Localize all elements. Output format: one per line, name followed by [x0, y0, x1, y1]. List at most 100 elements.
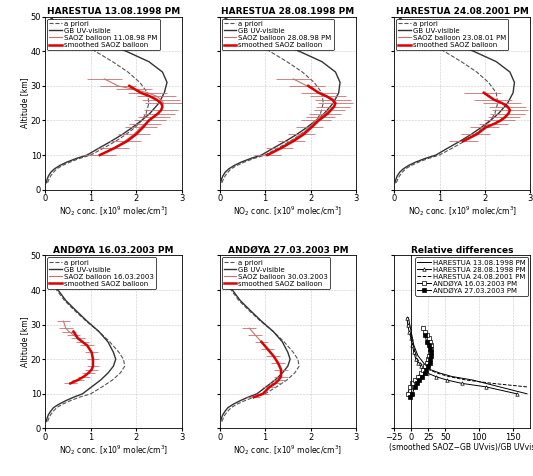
HARESTUA 13.08.1998 PM	[427, 367, 433, 372]
X-axis label: NO$_2$ conc. [x10$^9$ molec/cm$^3$]: NO$_2$ conc. [x10$^9$ molec/cm$^3$]	[408, 204, 517, 218]
HARESTUA 28.08.1998 PM	[409, 343, 416, 348]
ANDØYA 16.03.2003 PM	[424, 360, 430, 366]
ANDØYA 16.03.2003 PM	[427, 346, 434, 352]
Title: HARESTUA 28.08.1998 PM: HARESTUA 28.08.1998 PM	[221, 7, 354, 16]
ANDØYA 27.03.2003 PM	[416, 377, 423, 383]
ANDØYA 27.03.2003 PM	[414, 381, 420, 387]
X-axis label: NO$_2$ conc. [x10$^9$ molec/cm$^3$]: NO$_2$ conc. [x10$^9$ molec/cm$^3$]	[233, 443, 343, 457]
ANDØYA 16.03.2003 PM	[427, 339, 433, 345]
HARESTUA 13.08.1998 PM	[408, 328, 414, 334]
ANDØYA 16.03.2003 PM	[426, 353, 432, 358]
ANDØYA 16.03.2003 PM	[407, 384, 413, 390]
ANDØYA 16.03.2003 PM	[409, 381, 416, 387]
HARESTUA 24.08.2001 PM	[446, 374, 452, 379]
ANDØYA 27.03.2003 PM	[419, 374, 425, 379]
ANDØYA 27.03.2003 PM	[424, 339, 430, 345]
Legend: a priori, GB UV-visible, SAOZ balloon 11.08.98 PM, smoothed SAOZ balloon: a priori, GB UV-visible, SAOZ balloon 11…	[47, 19, 159, 50]
Title: ANDØYA 16.03.2003 PM: ANDØYA 16.03.2003 PM	[53, 246, 174, 255]
HARESTUA 24.08.2001 PM	[410, 343, 416, 348]
ANDØYA 27.03.2003 PM	[425, 363, 431, 369]
ANDØYA 16.03.2003 PM	[405, 391, 411, 397]
HARESTUA 24.08.2001 PM	[434, 370, 440, 376]
HARESTUA 13.08.1998 PM	[417, 357, 424, 362]
Line: ANDØYA 16.03.2003 PM: ANDØYA 16.03.2003 PM	[406, 327, 433, 396]
HARESTUA 13.08.1998 PM	[449, 374, 455, 379]
HARESTUA 13.08.1998 PM	[496, 384, 503, 390]
HARESTUA 13.08.1998 PM	[415, 353, 421, 358]
HARESTUA 28.08.1998 PM	[408, 336, 414, 341]
HARESTUA 28.08.1998 PM	[415, 360, 421, 366]
ANDØYA 27.03.2003 PM	[427, 353, 434, 358]
HARESTUA 28.08.1998 PM	[413, 357, 419, 362]
ANDØYA 27.03.2003 PM	[427, 349, 434, 355]
Legend: a priori, GB UV-visible, SAOZ balloon 30.03.2003, smoothed SAOZ balloon: a priori, GB UV-visible, SAOZ balloon 30…	[222, 258, 330, 289]
HARESTUA 13.08.1998 PM	[410, 343, 417, 348]
Title: ANDØYA 27.03.2003 PM: ANDØYA 27.03.2003 PM	[228, 246, 348, 255]
ANDØYA 16.03.2003 PM	[427, 343, 434, 348]
ANDØYA 27.03.2003 PM	[407, 395, 413, 400]
HARESTUA 28.08.1998 PM	[410, 349, 417, 355]
ANDØYA 16.03.2003 PM	[420, 367, 426, 372]
HARESTUA 24.08.2001 PM	[407, 328, 413, 334]
HARESTUA 24.08.2001 PM	[490, 381, 496, 387]
ANDØYA 27.03.2003 PM	[422, 370, 428, 376]
HARESTUA 13.08.1998 PM	[405, 315, 411, 320]
Y-axis label: Altitude [km]: Altitude [km]	[20, 317, 29, 367]
X-axis label: NO$_2$ conc. [x10$^9$ molec/cm$^3$]: NO$_2$ conc. [x10$^9$ molec/cm$^3$]	[59, 204, 168, 218]
HARESTUA 28.08.1998 PM	[424, 370, 431, 376]
Legend: HARESTUA 13.08.1998 PM, HARESTUA 28.08.1998 PM, HARESTUA 24.08.2001 PM, ANDØYA 1: HARESTUA 13.08.1998 PM, HARESTUA 28.08.1…	[415, 258, 528, 296]
HARESTUA 28.08.1998 PM	[404, 315, 410, 320]
ANDØYA 27.03.2003 PM	[422, 332, 428, 338]
X-axis label: NO$_2$ conc. [x10$^9$ molec/cm$^3$]: NO$_2$ conc. [x10$^9$ molec/cm$^3$]	[59, 443, 168, 457]
HARESTUA 13.08.1998 PM	[412, 346, 418, 352]
HARESTUA 28.08.1998 PM	[417, 363, 424, 369]
Y-axis label: Altitude [km]: Altitude [km]	[20, 78, 29, 129]
ANDØYA 16.03.2003 PM	[415, 374, 421, 379]
HARESTUA 28.08.1998 PM	[443, 377, 450, 383]
HARESTUA 13.08.1998 PM	[420, 360, 426, 366]
Title: HARESTUA 13.08.1998 PM: HARESTUA 13.08.1998 PM	[47, 7, 180, 16]
ANDØYA 16.03.2003 PM	[417, 370, 424, 376]
Title: HARESTUA 24.08.2001 PM: HARESTUA 24.08.2001 PM	[396, 7, 529, 16]
ANDØYA 27.03.2003 PM	[427, 357, 433, 362]
ANDØYA 27.03.2003 PM	[423, 367, 429, 372]
HARESTUA 13.08.1998 PM	[409, 336, 416, 341]
ANDØYA 16.03.2003 PM	[424, 332, 430, 338]
Line: HARESTUA 13.08.1998 PM: HARESTUA 13.08.1998 PM	[408, 317, 527, 394]
HARESTUA 24.08.2001 PM	[417, 360, 423, 366]
HARESTUA 13.08.1998 PM	[407, 322, 413, 327]
ANDØYA 27.03.2003 PM	[427, 346, 433, 352]
HARESTUA 28.08.1998 PM	[513, 391, 520, 397]
HARESTUA 28.08.1998 PM	[405, 322, 411, 327]
ANDØYA 16.03.2003 PM	[425, 357, 431, 362]
ANDØYA 16.03.2003 PM	[427, 349, 433, 355]
HARESTUA 24.08.2001 PM	[524, 384, 530, 390]
HARESTUA 13.08.1998 PM	[414, 349, 420, 355]
ANDØYA 27.03.2003 PM	[409, 391, 416, 397]
HARESTUA 24.08.2001 PM	[420, 363, 426, 369]
Legend: a priori, GB UV-visible, SAOZ balloon 23.08.01 PM, smoothed SAOZ balloon: a priori, GB UV-visible, SAOZ balloon 23…	[396, 19, 508, 50]
ANDØYA 16.03.2003 PM	[426, 336, 432, 341]
Line: HARESTUA 24.08.2001 PM: HARESTUA 24.08.2001 PM	[410, 331, 527, 387]
ANDØYA 27.03.2003 PM	[411, 384, 418, 390]
HARESTUA 28.08.1998 PM	[420, 367, 426, 372]
ANDØYA 16.03.2003 PM	[422, 328, 428, 334]
HARESTUA 13.08.1998 PM	[524, 391, 530, 397]
Legend: a priori, GB UV-visible, SAOZ balloon 16.03.2003, smoothed SAOZ balloon: a priori, GB UV-visible, SAOZ balloon 16…	[47, 258, 156, 289]
Title: Relative differences: Relative differences	[411, 246, 513, 255]
ANDØYA 16.03.2003 PM	[422, 363, 428, 369]
ANDØYA 27.03.2003 PM	[426, 360, 433, 366]
HARESTUA 28.08.1998 PM	[459, 381, 465, 387]
X-axis label: (smoothed SAOZ−GB UVvis)/GB UVvis: (smoothed SAOZ−GB UVvis)/GB UVvis	[389, 443, 533, 452]
ANDØYA 16.03.2003 PM	[420, 325, 426, 331]
HARESTUA 24.08.2001 PM	[426, 367, 432, 372]
Line: HARESTUA 28.08.1998 PM: HARESTUA 28.08.1998 PM	[405, 316, 519, 396]
Legend: a priori, GB UV-visible, SAOZ balloon 28.08.98 PM, smoothed SAOZ balloon: a priori, GB UV-visible, SAOZ balloon 28…	[222, 19, 334, 50]
ANDØYA 27.03.2003 PM	[426, 343, 432, 348]
HARESTUA 24.08.2001 PM	[463, 377, 469, 383]
HARESTUA 24.08.2001 PM	[414, 357, 421, 362]
HARESTUA 28.08.1998 PM	[483, 384, 489, 390]
HARESTUA 13.08.1998 PM	[423, 363, 429, 369]
HARESTUA 28.08.1998 PM	[406, 328, 413, 334]
Line: ANDØYA 27.03.2003 PM: ANDØYA 27.03.2003 PM	[408, 333, 433, 399]
